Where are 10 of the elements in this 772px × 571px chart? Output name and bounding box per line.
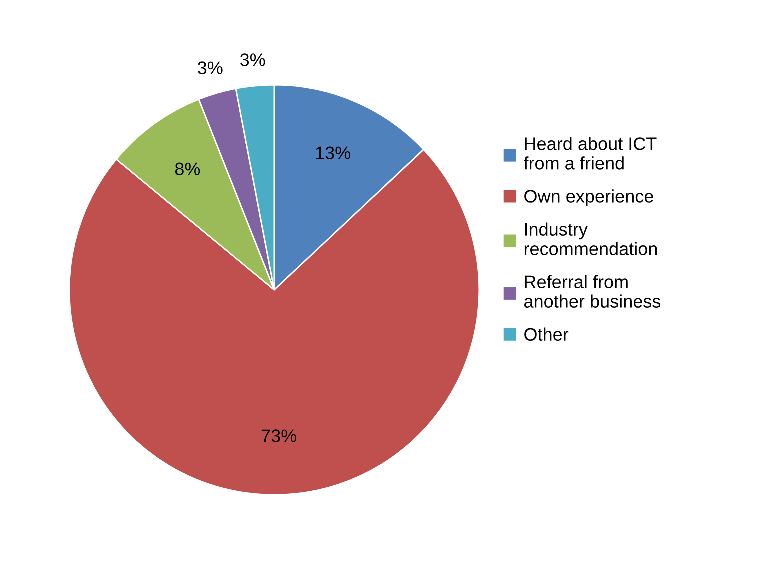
data-label: 13% [316,146,350,160]
data-label: 3% [198,62,223,74]
legend-label: Heard about ICT from a friend [524,137,657,170]
legend-label: Own experience [524,190,654,206]
legend-label: Industry recommendation [524,222,658,256]
legend-label: Referral from another business [524,275,661,308]
data-label: 73% [262,430,297,442]
data-label: 3% [240,54,266,66]
data-label: 8% [175,162,200,176]
legend-label: Other [524,328,569,342]
